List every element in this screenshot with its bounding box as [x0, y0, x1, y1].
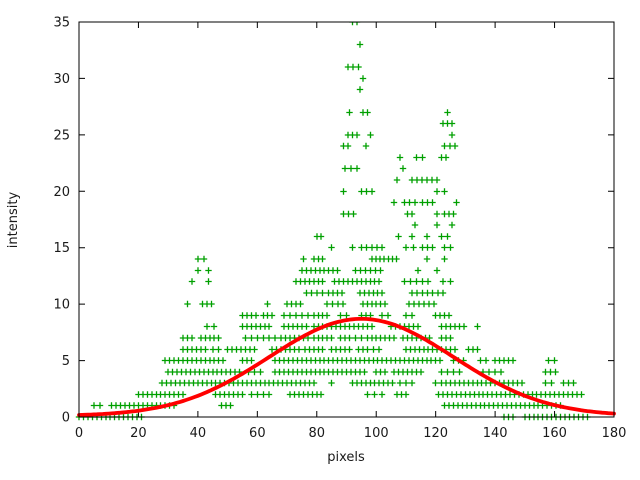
y-tick-label: 15	[53, 241, 70, 256]
x-tick-label: 160	[542, 426, 567, 441]
y-tick-label: 25	[53, 128, 70, 143]
scatter-points	[75, 22, 591, 421]
x-tick-label: 60	[249, 426, 266, 441]
y-tick-label: 10	[53, 298, 70, 313]
y-tick-label: 35	[53, 16, 70, 31]
plot-area: 0 20 40 60 80 100 120 140 160 180 0 5 10 15 20 25 30 35	[53, 16, 626, 442]
x-tick-label: 0	[75, 426, 83, 441]
x-tick-label: 20	[130, 426, 147, 441]
x-tick-label: 40	[190, 426, 207, 441]
x-tick-label: 120	[423, 426, 448, 441]
y-tick-label: 5	[62, 354, 70, 369]
fit-curve	[77, 316, 616, 417]
y-axis-label: intensity	[6, 192, 21, 249]
y-tick-label: 20	[53, 185, 70, 200]
x-tick-label: 140	[483, 426, 508, 441]
x-axis-label: pixels	[327, 450, 365, 465]
x-tick-label: 100	[364, 426, 389, 441]
x-tick-label: 80	[309, 426, 326, 441]
x-tick-label: 180	[602, 426, 627, 441]
y-tick-label: 30	[53, 72, 70, 87]
y-tick-label: 0	[62, 411, 70, 426]
plot-border	[78, 21, 615, 418]
